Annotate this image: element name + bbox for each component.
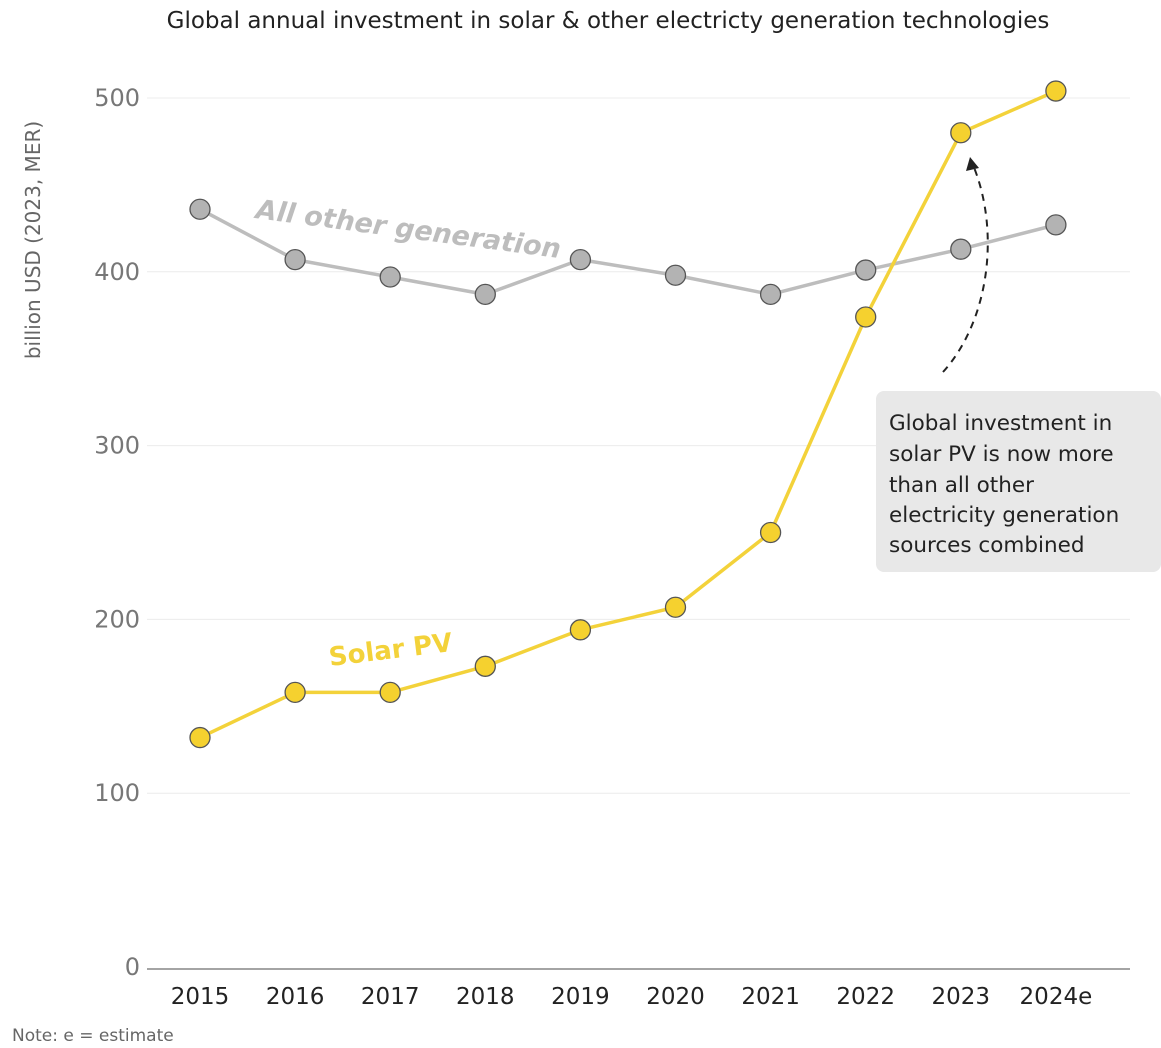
data-point-solar-pv: [284, 681, 306, 704]
y-axis-ticks: 0 100 200 300 400 500: [94, 84, 140, 981]
annotation-arrow-line: [942, 164, 989, 373]
y-tick-label: 200: [94, 605, 140, 633]
gridlines: [147, 97, 1130, 794]
y-axis-title: billion USD (2023, MER): [21, 121, 45, 359]
data-point-solar-pv: [569, 619, 592, 641]
data-point-all-other-generation: [950, 238, 972, 260]
chart-title: Global annual investment in solar & othe…: [167, 8, 1050, 34]
annotation-line-4: electricity generation: [889, 503, 1119, 528]
data-point-solar-pv: [855, 306, 877, 328]
footnote: Note: e = estimate: [12, 1026, 174, 1046]
series-line-all-other-generation: [198, 207, 1058, 297]
x-tick-label: 2024e: [1020, 984, 1093, 1010]
annotation-arrowhead: [966, 157, 979, 171]
x-tick-label: 2017: [361, 984, 420, 1010]
data-point-all-other-generation: [379, 266, 401, 288]
series-layer: [189, 80, 1067, 749]
x-tick-label: 2016: [266, 984, 325, 1010]
x-axis-ticks: 2015 2016 2017 2018 2019 2020 2021 2022 2023 2024…: [171, 984, 1093, 1010]
y-tick-label: 0: [125, 953, 140, 981]
data-point-solar-pv: [189, 726, 211, 749]
data-point-all-other-generation: [569, 248, 592, 271]
data-point-all-other-generation: [759, 283, 782, 306]
data-point-all-other-generation: [1045, 214, 1067, 236]
data-point-solar-pv: [474, 655, 496, 677]
data-point-solar-pv: [1045, 80, 1067, 102]
data-point-all-other-generation: [855, 259, 877, 281]
annotation-line-5: sources combined: [889, 533, 1084, 558]
x-tick-label: 2021: [741, 984, 800, 1010]
y-tick-label: 400: [94, 258, 140, 286]
annotation-box: [876, 391, 1161, 572]
data-point-solar-pv: [664, 596, 687, 618]
annotation-line-1: Global investment in: [889, 411, 1112, 436]
x-tick-label: 2020: [646, 984, 705, 1010]
x-tick-label: 2019: [551, 984, 610, 1010]
data-point-solar-pv: [759, 521, 782, 544]
annotation: Global investment in solar PV is now mor…: [876, 157, 1161, 572]
data-point-all-other-generation: [664, 264, 687, 286]
y-tick-label: 500: [94, 84, 140, 112]
data-point-all-other-generation: [284, 248, 306, 271]
annotation-line-2: solar PV is now more: [889, 442, 1114, 467]
series-label-solar-pv: Solar PV: [327, 628, 454, 673]
data-point-all-other-generation: [189, 198, 211, 220]
series-line-solar-pv: [198, 89, 1058, 740]
data-point-solar-pv: [950, 122, 972, 144]
y-tick-label: 100: [94, 779, 140, 807]
x-tick-label: 2022: [836, 984, 895, 1010]
x-tick-label: 2015: [171, 984, 230, 1010]
y-tick-label: 300: [94, 432, 140, 460]
data-point-all-other-generation: [474, 283, 496, 306]
annotation-line-3: than all other: [889, 473, 1034, 498]
x-tick-label: 2018: [456, 984, 515, 1010]
x-tick-label: 2023: [932, 984, 991, 1010]
data-point-solar-pv: [379, 681, 401, 704]
